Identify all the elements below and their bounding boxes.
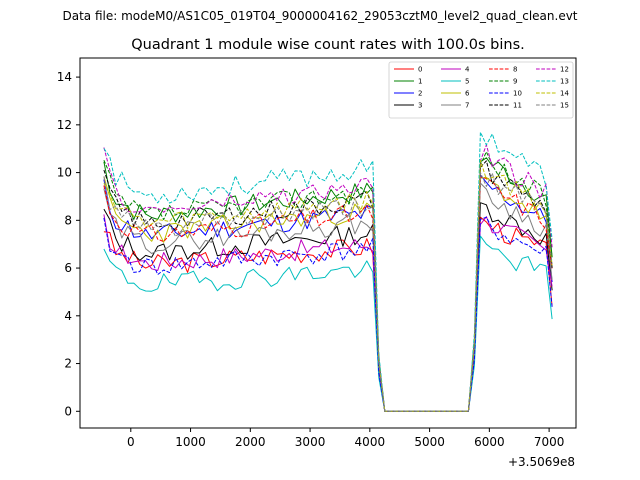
series-line-10 (103, 216, 553, 412)
x-tick-label: 1000 (175, 435, 206, 449)
x-tick-label: 2000 (235, 435, 266, 449)
legend-label-14: 14 (560, 90, 569, 98)
series-line-11 (103, 160, 553, 412)
legend-label-6: 6 (465, 90, 470, 98)
legend-label-3: 3 (418, 102, 422, 110)
y-axis: 0 2 4 6 8 10 12 14 (57, 70, 80, 418)
series-line-5 (103, 235, 553, 412)
x-tick-label: 3000 (295, 435, 326, 449)
y-tick-label: 8 (64, 213, 72, 227)
legend-label-12: 12 (560, 66, 569, 74)
plot-frame (79, 57, 577, 429)
x-tick-label: 0 (127, 435, 135, 449)
x-tick-label: 7000 (534, 435, 565, 449)
series-line-4 (103, 214, 553, 412)
legend-label-0: 0 (418, 66, 422, 74)
legend-label-5: 5 (465, 78, 469, 86)
series-line-9 (103, 151, 553, 412)
series-line-15 (103, 172, 553, 412)
series-line-14 (103, 159, 553, 412)
chart-title: Quadrant 1 module wise count rates with … (131, 37, 525, 53)
legend-box (388, 61, 574, 119)
series-line-3 (103, 202, 553, 412)
legend-label-7: 7 (465, 102, 469, 110)
legend-label-8: 8 (513, 66, 517, 74)
legend-label-2: 2 (418, 90, 422, 98)
legend-label-15: 15 (560, 102, 569, 110)
x-tick-label: 4000 (355, 435, 386, 449)
series-line-1 (103, 157, 553, 412)
legend-label-11: 11 (513, 102, 522, 110)
series-line-6 (103, 176, 553, 412)
series-line-2 (103, 174, 553, 412)
chart-suptitle: Data file: modeM0/AS1C05_019T04_90000041… (62, 9, 577, 23)
y-tick-label: 12 (57, 118, 72, 132)
x-tick-label: 6000 (474, 435, 505, 449)
y-tick-label: 6 (64, 261, 72, 275)
series-line-12 (103, 144, 553, 412)
x-tick-label: 5000 (414, 435, 445, 449)
y-tick-label: 2 (64, 357, 72, 371)
legend-label-10: 10 (513, 90, 522, 98)
y-tick-label: 10 (57, 166, 72, 180)
legend-label-4: 4 (465, 66, 470, 74)
x-offset-label: +3.5069e8 (508, 455, 575, 469)
legend-label-9: 9 (513, 78, 517, 86)
y-tick-label: 4 (64, 309, 72, 323)
y-tick-label: 14 (57, 70, 72, 84)
series-layer (103, 131, 553, 412)
legend-label-1: 1 (418, 78, 422, 86)
x-axis: 0 1000 2000 3000 4000 5000 6000 7000 (127, 428, 564, 449)
legend-label-13: 13 (560, 78, 569, 86)
y-tick-label: 0 (64, 404, 72, 418)
